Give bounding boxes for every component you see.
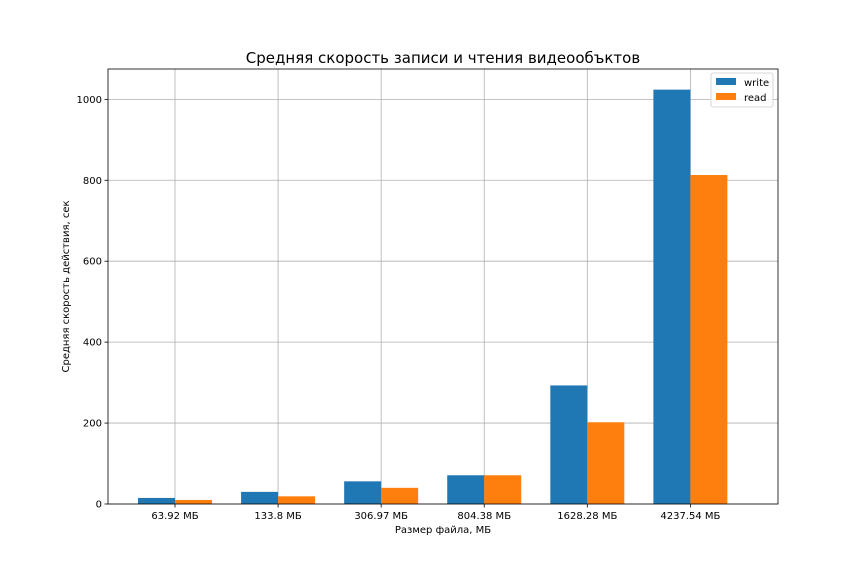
x-axis-label: Размер файла, МБ — [395, 525, 491, 536]
y-tick-label: 200 — [83, 419, 102, 430]
bars — [138, 89, 728, 504]
bar-write — [447, 475, 485, 504]
x-tick-label: 306.97 МБ — [354, 511, 408, 522]
x-tick-label: 133.8 МБ — [254, 511, 301, 522]
y-axis: 0 200 400 600 800 1000 — [77, 95, 108, 511]
plot-frame — [107, 68, 779, 505]
legend-swatch-write — [716, 78, 736, 85]
chart-title: Средняя скорость записи и чтения видеооб… — [246, 49, 640, 67]
y-tick-label: 1000 — [77, 95, 102, 106]
bar-write — [241, 491, 279, 504]
bar-read — [175, 499, 212, 504]
y-tick-label: 0 — [96, 500, 102, 511]
bar-read — [690, 175, 728, 504]
bar-write — [653, 89, 691, 504]
bar-write — [550, 385, 588, 504]
y-tick-label: 800 — [83, 176, 102, 187]
bar-read — [484, 475, 522, 504]
x-tick-label: 63.92 МБ — [151, 511, 198, 522]
x-tick-label: 4237.54 МБ — [660, 511, 720, 522]
bar-read — [278, 496, 316, 504]
bar-write — [344, 481, 382, 504]
legend: write read — [710, 72, 774, 108]
bar-write — [138, 497, 175, 504]
legend-swatch-read — [716, 93, 736, 100]
legend-label-read: read — [744, 93, 767, 104]
bar-read — [381, 487, 419, 504]
y-tick-label: 600 — [83, 257, 102, 268]
bar-read — [587, 422, 625, 504]
legend-label-write: write — [744, 78, 769, 89]
x-tick-label: 804.38 МБ — [457, 511, 511, 522]
x-axis: 63.92 МБ 133.8 МБ 306.97 МБ 804.38 МБ 1628.2… — [151, 504, 721, 522]
y-axis-label: Средняя скорость действия, сек — [61, 200, 72, 372]
x-tick-label: 1628.28 МБ — [557, 511, 617, 522]
y-tick-label: 400 — [83, 338, 102, 349]
